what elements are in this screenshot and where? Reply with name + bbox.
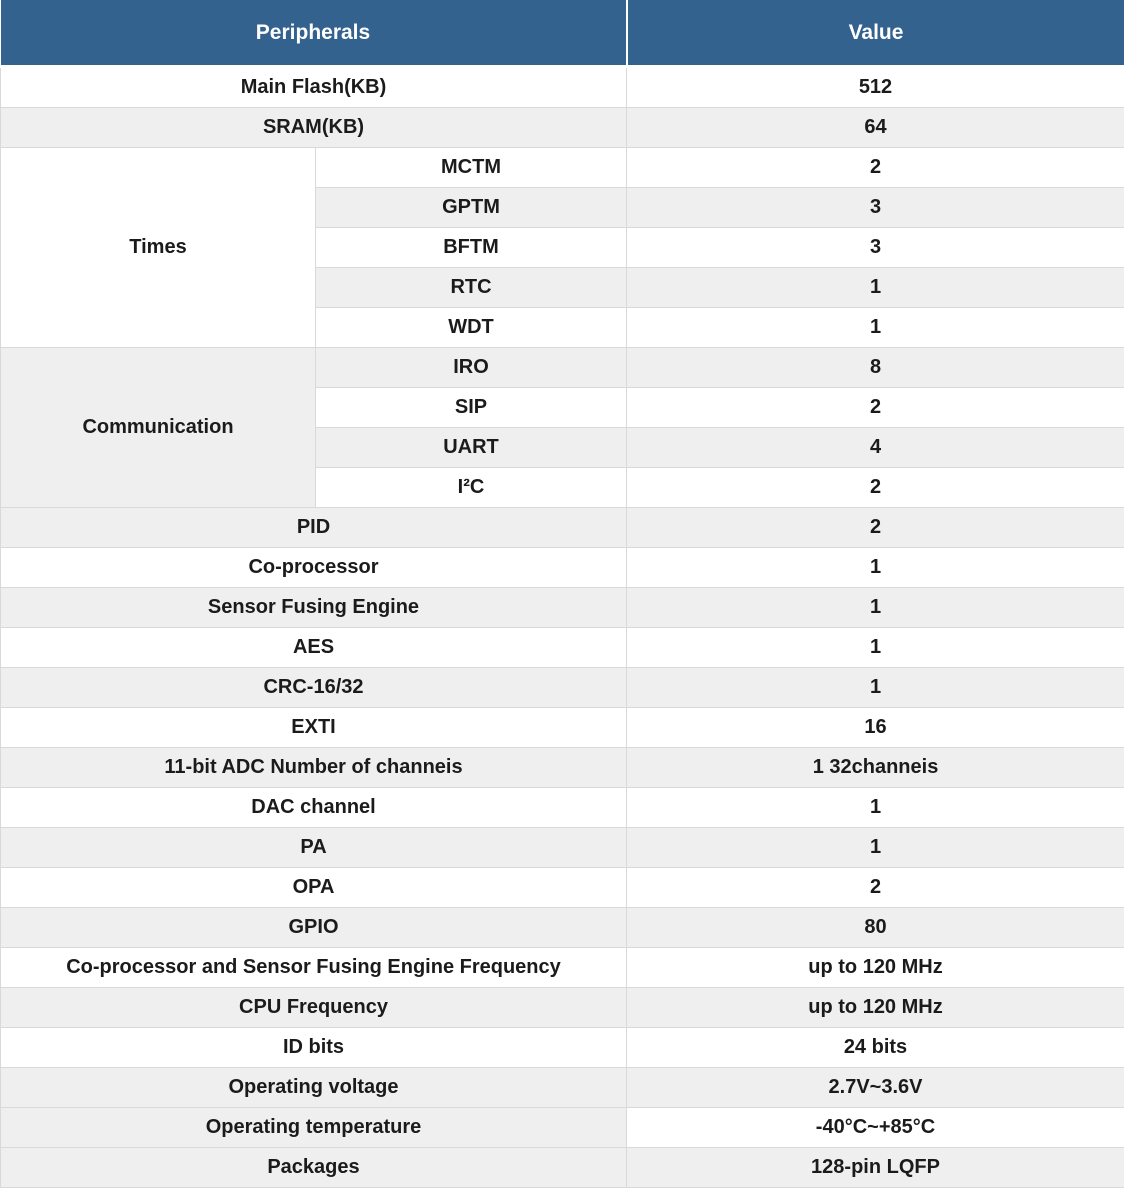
peripheral-label-i-c: I²C (316, 468, 627, 508)
peripheral-label-uart: UART (316, 428, 627, 468)
peripheral-value-uart: 4 (627, 428, 1124, 468)
peripheral-value-sip: 2 (627, 388, 1124, 428)
peripheral-value-gpio: 80 (627, 908, 1124, 948)
header-row: Peripherals Value (1, 0, 1124, 67)
peripheral-value-aes: 1 (627, 628, 1124, 668)
table-header: Peripherals Value (1, 0, 1124, 67)
peripheral-value-bftm: 3 (627, 228, 1124, 268)
peripheral-label-packages: Packages (1, 1148, 627, 1188)
peripheral-label-main-flash-kb: Main Flash(KB) (1, 67, 627, 108)
peripheral-value-wdt: 1 (627, 308, 1124, 348)
peripheral-label-mctm: MCTM (316, 148, 627, 188)
column-header-peripherals: Peripherals (1, 0, 627, 67)
peripheral-value-packages: 128-pin LQFP (627, 1148, 1124, 1188)
peripheral-value-pa: 1 (627, 828, 1124, 868)
peripheral-label-co-processor-and-sensor-fusing-engine-frequency: Co-processor and Sensor Fusing Engine Fr… (1, 948, 627, 988)
peripheral-value-id-bits: 24 bits (627, 1028, 1124, 1068)
peripheral-value-cpu-frequency: up to 120 MHz (627, 988, 1124, 1028)
peripheral-value-pid: 2 (627, 508, 1124, 548)
peripheral-label-exti: EXTI (1, 708, 627, 748)
peripheral-value-co-processor: 1 (627, 548, 1124, 588)
peripheral-value-11-bit-adc-number-of-channeis: 1 32channeis (627, 748, 1124, 788)
group-cell-times: Times (1, 148, 316, 348)
peripheral-value-gptm: 3 (627, 188, 1124, 228)
group-cell-communication: Communication (1, 348, 316, 508)
peripheral-label-crc-16-32: CRC-16/32 (1, 668, 627, 708)
peripheral-value-sram-kb: 64 (627, 108, 1124, 148)
peripheral-label-bftm: BFTM (316, 228, 627, 268)
peripheral-label-sensor-fusing-engine: Sensor Fusing Engine (1, 588, 627, 628)
peripheral-label-sip: SIP (316, 388, 627, 428)
peripheral-label-wdt: WDT (316, 308, 627, 348)
peripheral-value-sensor-fusing-engine: 1 (627, 588, 1124, 628)
column-header-value: Value (627, 0, 1124, 67)
peripheral-value-iro: 8 (627, 348, 1124, 388)
table-row-co-processor-and-sensor-fusing-engine-frequency: Co-processor and Sensor Fusing Engine Fr… (1, 948, 1124, 988)
peripheral-label-co-processor: Co-processor (1, 548, 627, 588)
peripheral-label-id-bits: ID bits (1, 1028, 627, 1068)
peripheral-label-operating-temperature: Operating temperature (1, 1108, 627, 1148)
peripheral-label-pa: PA (1, 828, 627, 868)
peripheral-label-operating-voltage: Operating voltage (1, 1068, 627, 1108)
peripheral-label-gptm: GPTM (316, 188, 627, 228)
peripheral-value-i-c: 2 (627, 468, 1124, 508)
peripheral-label-rtc: RTC (316, 268, 627, 308)
peripheral-value-crc-16-32: 1 (627, 668, 1124, 708)
peripheral-value-rtc: 1 (627, 268, 1124, 308)
peripheral-label-cpu-frequency: CPU Frequency (1, 988, 627, 1028)
peripheral-value-operating-temperature: -40°C~+85°C (627, 1108, 1124, 1148)
peripheral-value-exti: 16 (627, 708, 1124, 748)
table-row-operating-temperature: Operating temperature-40°C~+85°C (1, 1108, 1124, 1148)
peripheral-label-pid: PID (1, 508, 627, 548)
peripheral-label-opa: OPA (1, 868, 627, 908)
peripheral-value-operating-voltage: 2.7V~3.6V (627, 1068, 1124, 1108)
peripheral-label-11-bit-adc-number-of-channeis: 11-bit ADC Number of channeis (1, 748, 627, 788)
peripheral-value-opa: 2 (627, 868, 1124, 908)
table-row-sram-kb: SRAM(KB)64 (1, 108, 1124, 148)
peripheral-label-iro: IRO (316, 348, 627, 388)
table-row-main-flash-kb: Main Flash(KB)512 (1, 67, 1124, 108)
peripheral-label-dac-channel: DAC channel (1, 788, 627, 828)
peripheral-label-aes: AES (1, 628, 627, 668)
peripheral-label-sram-kb: SRAM(KB) (1, 108, 627, 148)
peripheral-value-mctm: 2 (627, 148, 1124, 188)
peripheral-label-gpio: GPIO (1, 908, 627, 948)
peripheral-value-co-processor-and-sensor-fusing-engine-frequency: up to 120 MHz (627, 948, 1124, 988)
peripheral-value-dac-channel: 1 (627, 788, 1124, 828)
peripheral-value-main-flash-kb: 512 (627, 67, 1124, 108)
